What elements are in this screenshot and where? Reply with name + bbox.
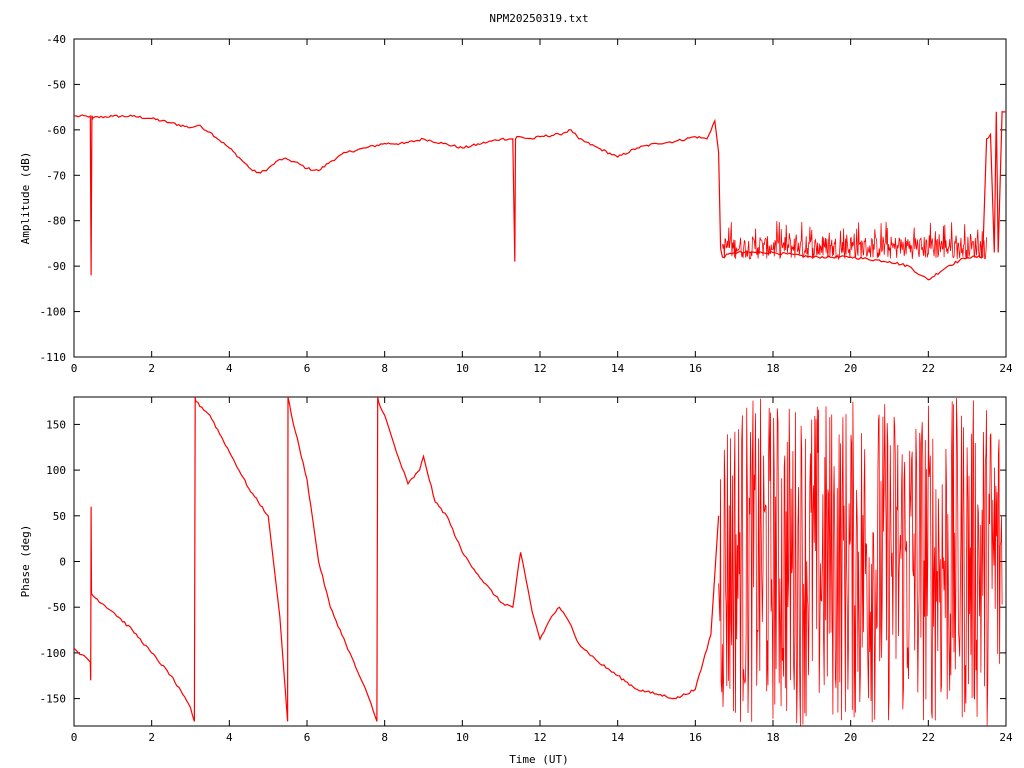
amplitude-x-tick-label: 4 <box>226 362 233 375</box>
phase-y-tick-label: 100 <box>46 464 66 477</box>
phase-x-tick-label: 12 <box>533 731 546 744</box>
amplitude-y-tick-label: -110 <box>40 351 67 364</box>
phase-x-tick-label: 10 <box>456 731 469 744</box>
phase-series-line <box>74 397 720 722</box>
phase-x-tick-label: 24 <box>999 731 1013 744</box>
amplitude-panel: Amplitude (dB) 0 2 4 6 8 10 12 14 16 18 20 22 24-40-… <box>19 33 1013 375</box>
amplitude-x-tick-label: 2 <box>148 362 155 375</box>
phase-ticks: 0 2 4 6 8 10 12 14 16 18 20 22 24150100500-50-100-15… <box>40 397 1013 744</box>
phase-y-tick-label: 150 <box>46 418 66 431</box>
phase-x-tick-label: 22 <box>922 731 935 744</box>
amplitude-series <box>74 111 1006 281</box>
amplitude-x-tick-label: 0 <box>71 362 78 375</box>
phase-x-tick-label: 0 <box>71 731 78 744</box>
amplitude-x-tick-label: 8 <box>381 362 388 375</box>
phase-y-tick-label: 50 <box>53 510 66 523</box>
phase-panel: Phase (deg) Time (UT) 0 2 4 6 8 10 12 14 16 18 20 2… <box>19 396 1013 766</box>
phase-y-tick-label: 0 <box>59 556 66 569</box>
amplitude-x-tick-label: 14 <box>611 362 625 375</box>
amplitude-x-tick-label: 20 <box>844 362 857 375</box>
phase-y-tick-label: -50 <box>46 601 66 614</box>
amplitude-x-tick-label: 16 <box>689 362 702 375</box>
amplitude-x-tick-label: 22 <box>922 362 935 375</box>
amplitude-y-tick-label: -50 <box>46 78 66 91</box>
amplitude-y-axis-label: Amplitude (dB) <box>19 152 32 245</box>
phase-x-tick-label: 14 <box>611 731 625 744</box>
amplitude-x-tick-label: 12 <box>533 362 546 375</box>
phase-x-tick-label: 2 <box>148 731 155 744</box>
phase-x-tick-label: 20 <box>844 731 857 744</box>
phase-x-tick-label: 8 <box>381 731 388 744</box>
amplitude-noise-band <box>722 221 987 261</box>
amplitude-y-tick-label: -90 <box>46 260 66 273</box>
amplitude-y-tick-label: -40 <box>46 33 66 46</box>
phase-x-tick-label: 16 <box>689 731 702 744</box>
amplitude-ticks: 0 2 4 6 8 10 12 14 16 18 20 22 24-40-50-60-70-80-90-… <box>40 33 1013 375</box>
amplitude-y-tick-label: -70 <box>46 169 66 182</box>
amplitude-x-tick-label: 18 <box>766 362 779 375</box>
phase-y-axis-label: Phase (deg) <box>19 525 32 598</box>
phase-noise-band <box>718 397 1003 726</box>
chart-title: NPM20250319.txt <box>489 12 588 25</box>
phase-y-tick-label: -100 <box>40 647 67 660</box>
amplitude-x-tick-label: 6 <box>304 362 311 375</box>
amplitude-series-line <box>74 111 1006 281</box>
phase-series <box>74 397 1003 726</box>
amplitude-x-tick-label: 10 <box>456 362 469 375</box>
amplitude-x-tick-label: 24 <box>999 362 1013 375</box>
phase-y-tick-label: -150 <box>40 693 67 706</box>
phase-x-tick-label: 18 <box>766 731 779 744</box>
amplitude-y-tick-label: -80 <box>46 215 66 228</box>
phase-x-axis-label: Time (UT) <box>509 753 569 766</box>
amplitude-y-tick-label: -60 <box>46 124 66 137</box>
amplitude-y-tick-label: -100 <box>40 306 67 319</box>
phase-x-tick-label: 4 <box>226 731 233 744</box>
phase-x-tick-label: 6 <box>304 731 311 744</box>
